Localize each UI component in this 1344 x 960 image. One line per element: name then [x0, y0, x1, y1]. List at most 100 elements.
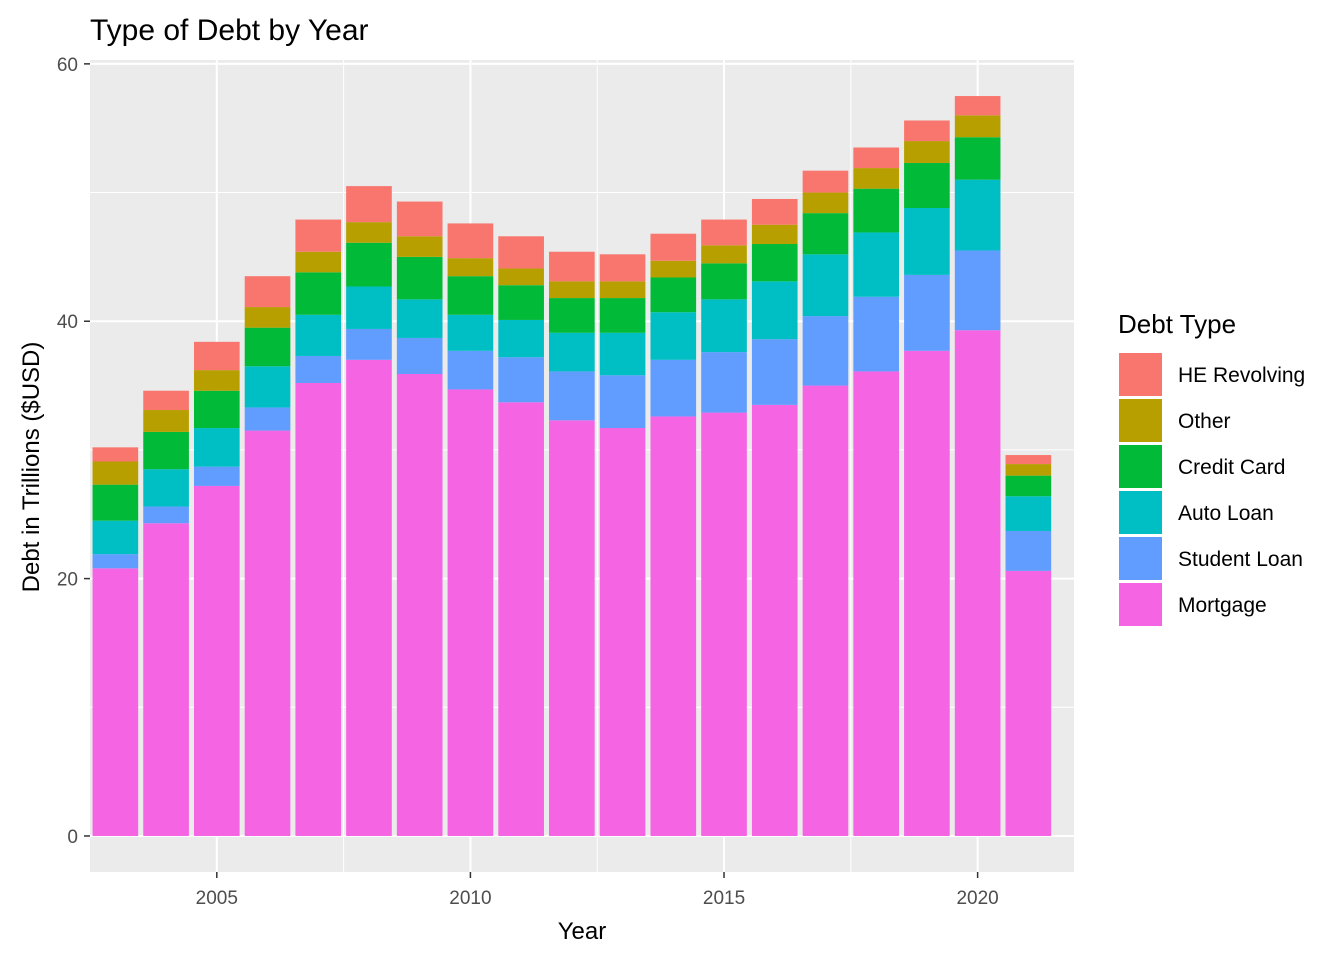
bar-credit-card-2004	[143, 431, 189, 470]
bar-auto-loan-2006	[244, 366, 291, 408]
bar-credit-card-2003	[92, 484, 139, 521]
bar-mortgage-2009	[396, 373, 443, 836]
bar-auto-loan-2013	[599, 332, 646, 376]
y-tick-label: 40	[57, 312, 78, 333]
bar-auto-loan-2008	[346, 286, 392, 329]
bar-other-2015	[701, 245, 747, 264]
bar-mortgage-2019	[904, 350, 950, 836]
bar-auto-loan-2011	[498, 319, 544, 358]
bar-auto-loan-2009	[396, 299, 443, 338]
bar-auto-loan-2012	[549, 332, 595, 372]
bar-he-revolving-2011	[498, 236, 544, 269]
bar-mortgage-2008	[346, 359, 392, 836]
bar-auto-loan-2021	[1005, 496, 1052, 531]
legend-key-he-revolving	[1119, 353, 1162, 396]
bar-other-2021	[1005, 464, 1052, 476]
x-tick-label: 2015	[703, 888, 745, 909]
bar-mortgage-2012	[549, 420, 595, 836]
bar-he-revolving-2003	[92, 447, 139, 462]
legend-key-student-loan	[1119, 537, 1162, 580]
bar-mortgage-2018	[853, 371, 900, 836]
bar-auto-loan-2014	[650, 312, 697, 360]
bar-credit-card-2020	[954, 137, 1001, 180]
bar-other-2005	[193, 370, 240, 391]
bar-student-loan-2017	[802, 316, 849, 386]
bar-student-loan-2012	[549, 371, 595, 421]
bar-he-revolving-2012	[549, 251, 595, 282]
bar-credit-card-2018	[853, 188, 900, 233]
bar-student-loan-2006	[244, 407, 291, 431]
bar-he-revolving-2010	[447, 223, 494, 259]
bar-he-revolving-2008	[346, 186, 392, 223]
bar-credit-card-2005	[193, 390, 240, 429]
bar-mortgage-2004	[143, 523, 189, 836]
bar-other-2019	[904, 141, 950, 163]
bar-he-revolving-2006	[244, 276, 291, 308]
bar-he-revolving-2020	[954, 96, 1001, 116]
bar-he-revolving-2007	[295, 219, 342, 252]
bar-credit-card-2006	[244, 327, 291, 367]
bar-mortgage-2003	[92, 568, 139, 836]
y-tick-label: 60	[57, 55, 78, 76]
bar-credit-card-2009	[396, 256, 443, 300]
bar-credit-card-2017	[802, 213, 849, 255]
x-tick-label: 2005	[196, 888, 238, 909]
bar-other-2020	[954, 115, 1001, 138]
bar-student-loan-2014	[650, 359, 697, 417]
bar-auto-loan-2016	[751, 281, 798, 340]
bar-other-2016	[751, 224, 798, 245]
legend-key-auto-loan	[1119, 491, 1162, 534]
bar-mortgage-2005	[193, 485, 240, 836]
bar-other-2013	[599, 281, 646, 299]
legend: Debt Type HE Revolving Other Credit Card Au…	[1118, 309, 1305, 626]
y-axis: 0 20 40 60	[57, 55, 90, 848]
bar-auto-loan-2020	[954, 179, 1001, 251]
bar-he-revolving-2013	[599, 254, 646, 282]
bar-he-revolving-2021	[1005, 455, 1052, 465]
bar-other-2008	[346, 222, 392, 243]
bar-student-loan-2021	[1005, 530, 1052, 571]
bar-auto-loan-2019	[904, 207, 950, 275]
bar-student-loan-2020	[954, 250, 1001, 331]
bar-student-loan-2004	[143, 506, 189, 524]
bar-credit-card-2007	[295, 272, 342, 315]
bar-student-loan-2016	[751, 339, 798, 405]
bar-credit-card-2021	[1005, 475, 1052, 497]
bar-other-2010	[447, 258, 494, 277]
chart-title: Type of Debt by Year	[90, 14, 369, 47]
bar-mortgage-2016	[751, 404, 798, 836]
bar-student-loan-2015	[701, 352, 747, 413]
legend-label: HE Revolving	[1178, 364, 1305, 387]
legend-key-other	[1119, 399, 1162, 442]
legend-key-credit-card	[1119, 445, 1162, 488]
bar-mortgage-2007	[295, 382, 342, 836]
legend-label: Student Loan	[1178, 548, 1303, 571]
bar-other-2017	[802, 192, 849, 214]
bar-mortgage-2011	[498, 402, 544, 836]
bar-student-loan-2007	[295, 355, 342, 383]
bar-mortgage-2020	[954, 330, 1001, 836]
bars	[92, 96, 1052, 836]
bar-other-2009	[396, 236, 443, 257]
legend-key-mortgage	[1119, 583, 1162, 626]
bar-mortgage-2010	[447, 389, 494, 836]
legend-label: Credit Card	[1178, 456, 1285, 479]
bar-he-revolving-2018	[853, 147, 900, 169]
bar-he-revolving-2005	[193, 341, 240, 371]
legend-label: Other	[1178, 410, 1231, 433]
legend-title: Debt Type	[1118, 309, 1236, 339]
bar-credit-card-2012	[549, 298, 595, 333]
bar-credit-card-2008	[346, 242, 392, 287]
bar-student-loan-2009	[396, 337, 443, 374]
bar-mortgage-2014	[650, 416, 697, 836]
bar-he-revolving-2004	[143, 390, 189, 411]
bar-he-revolving-2014	[650, 233, 697, 261]
x-tick-label: 2010	[449, 888, 491, 909]
bar-student-loan-2019	[904, 274, 950, 351]
x-tick-label: 2020	[956, 888, 998, 909]
bar-credit-card-2013	[599, 298, 646, 333]
bar-auto-loan-2010	[447, 314, 494, 351]
bar-auto-loan-2015	[701, 299, 747, 353]
